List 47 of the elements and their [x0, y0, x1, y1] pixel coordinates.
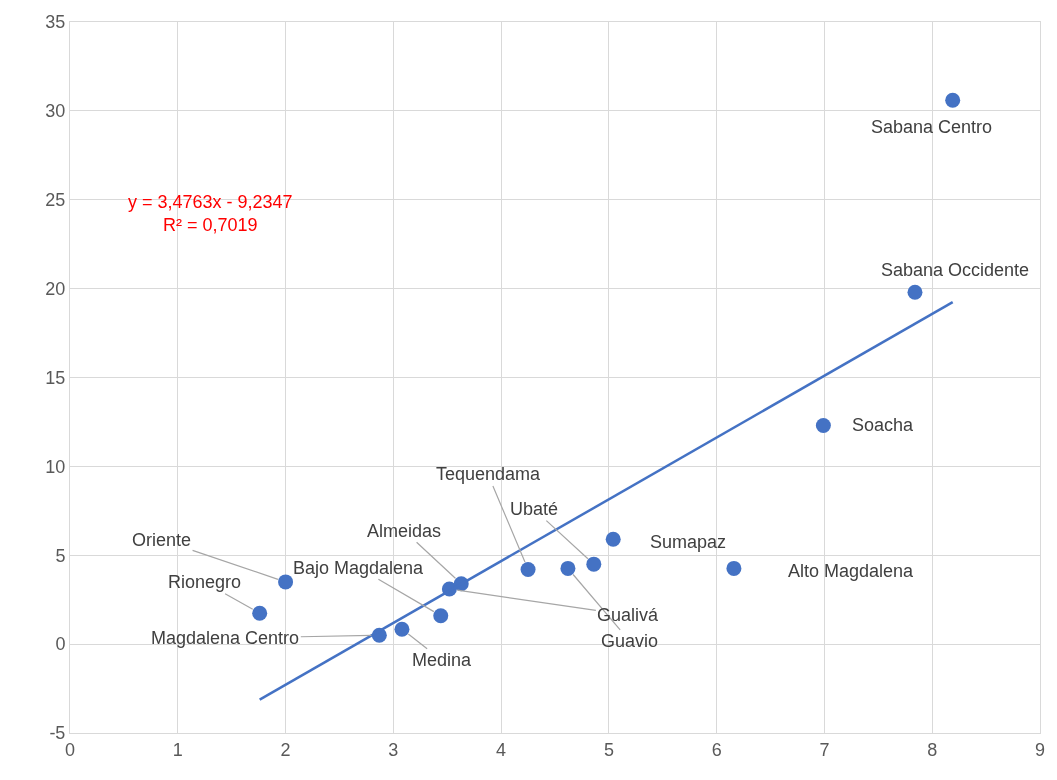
x-tick-label: 1: [172, 739, 183, 760]
y-tick-label: 0: [55, 634, 66, 655]
y-tick-label: 10: [45, 456, 66, 477]
annotation: Sabana Occidente: [881, 260, 1030, 280]
annotation: Ubaté: [510, 499, 559, 519]
annotation: Guavio: [601, 631, 659, 651]
point: [815, 417, 831, 433]
annotation: Sumapaz: [650, 532, 727, 552]
annotation: Sabana Centro: [871, 117, 993, 137]
x-tick-label: 6: [711, 739, 722, 760]
point: [605, 531, 621, 547]
y-tick-label: 15: [45, 367, 66, 388]
annotation: Almeidas: [367, 521, 442, 541]
y-tick-label: 5: [55, 545, 66, 566]
point: [726, 560, 742, 576]
annotation: R² = 0,7019: [163, 215, 258, 236]
x-tick-label: 7: [819, 739, 830, 760]
y-tick-label: 25: [45, 190, 66, 211]
annotation: Tequendama: [436, 464, 542, 484]
annotation: Rionegro: [168, 572, 242, 592]
x-tick-label: 2: [280, 739, 291, 760]
annotation: Medina: [412, 650, 473, 670]
annotation: Bajo Magdalena: [293, 558, 425, 578]
x-tick-label: 8: [927, 739, 938, 760]
point: [252, 605, 268, 621]
annotation: Oriente: [132, 530, 192, 550]
point: [433, 608, 449, 624]
point: [560, 560, 576, 576]
x-tick-label: 5: [603, 739, 614, 760]
point: [394, 621, 410, 637]
x-tick-label: 9: [1034, 739, 1046, 760]
y-tick-label: 20: [45, 278, 66, 299]
point: [278, 574, 294, 590]
annotation: Magdalena Centro: [151, 628, 300, 648]
y-tick-label: 30: [45, 101, 66, 122]
y-tick-label: -5: [49, 723, 66, 744]
x-tick-label: 4: [496, 739, 507, 760]
y-tick-label: 35: [45, 12, 66, 33]
x-tick-label: 3: [388, 739, 399, 760]
annotation: Alto Magdalena: [788, 561, 915, 581]
point: [945, 92, 961, 108]
point: [586, 556, 602, 572]
annotation: Soacha: [852, 415, 915, 435]
point: [907, 284, 923, 300]
annotation: y = 3,4763x - 9,2347: [128, 192, 293, 212]
point: [520, 561, 536, 577]
annotation: Gualivá: [597, 605, 660, 625]
